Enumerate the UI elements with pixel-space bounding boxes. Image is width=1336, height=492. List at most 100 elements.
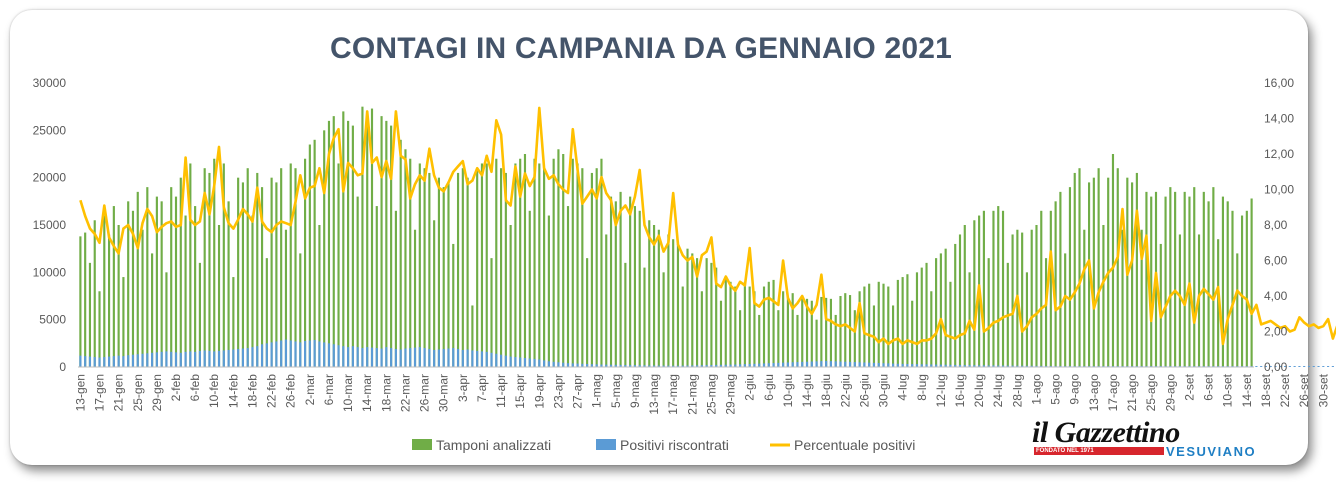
positives-bar bbox=[930, 364, 933, 367]
x-tick-label: 15-apr bbox=[513, 374, 527, 409]
tests-bar bbox=[935, 258, 938, 367]
tests-bar bbox=[911, 300, 914, 367]
positives-bar bbox=[179, 352, 182, 367]
tests-bar bbox=[390, 125, 393, 367]
x-tick-label: 22-feb bbox=[265, 374, 279, 408]
positives-bar bbox=[605, 364, 608, 367]
tests-bar bbox=[954, 243, 957, 367]
tests-bar bbox=[1217, 239, 1220, 367]
positives-bar bbox=[232, 349, 235, 367]
positives-bar bbox=[79, 355, 82, 367]
right-tick-label: 8,00 bbox=[1264, 218, 1288, 232]
positives-bar bbox=[471, 350, 474, 367]
legend-label: Percentuale positivi bbox=[794, 437, 915, 453]
positives-bar bbox=[810, 361, 813, 367]
tests-bar bbox=[198, 262, 201, 367]
positives-bar bbox=[576, 363, 579, 367]
positives-bar bbox=[442, 349, 445, 367]
positives-bar bbox=[165, 351, 168, 367]
positives-bar bbox=[987, 365, 990, 367]
positives-bar bbox=[213, 351, 216, 367]
positives-bar bbox=[514, 357, 517, 367]
tests-bar bbox=[786, 296, 789, 367]
positives-bar bbox=[772, 363, 775, 367]
x-tick-label: 2-set bbox=[1183, 373, 1197, 400]
tests-bar bbox=[963, 225, 966, 367]
tests-bar bbox=[222, 163, 225, 367]
positives-bar bbox=[629, 365, 632, 367]
positives-bar bbox=[853, 362, 856, 367]
tests-bar bbox=[638, 210, 641, 367]
positives-bar bbox=[466, 349, 469, 367]
positives-bar bbox=[404, 348, 407, 367]
tests-bar bbox=[590, 172, 593, 367]
positives-bar bbox=[1283, 366, 1287, 367]
positives-bar bbox=[1293, 366, 1296, 367]
positives-bar bbox=[260, 344, 264, 367]
positives-bar bbox=[385, 347, 388, 367]
positives-bar bbox=[877, 363, 880, 367]
positives-bar bbox=[643, 365, 646, 367]
x-tick-label: 14-mar bbox=[360, 374, 374, 412]
left-tick-label: 15000 bbox=[33, 218, 67, 232]
positives-bar bbox=[117, 355, 120, 367]
positives-bar bbox=[112, 356, 115, 367]
positives-bar bbox=[1312, 366, 1315, 367]
positives-bar bbox=[557, 362, 560, 367]
positives-bar bbox=[581, 363, 584, 367]
tests-bar bbox=[715, 267, 718, 367]
tests-bar bbox=[1116, 168, 1119, 367]
legend-label: Tamponi analizzati bbox=[436, 437, 551, 453]
x-tick-label: 17-mag bbox=[666, 374, 680, 415]
tests-bar bbox=[1059, 191, 1062, 367]
tests-bar bbox=[1078, 168, 1081, 367]
positives-bar bbox=[495, 353, 498, 367]
positives-bar bbox=[954, 364, 957, 367]
positives-bar bbox=[337, 345, 340, 367]
positives-bar bbox=[973, 365, 976, 367]
positives-bar bbox=[1006, 365, 1009, 367]
left-tick-label: 25000 bbox=[33, 123, 67, 137]
tests-bar bbox=[700, 291, 703, 367]
positives-bar bbox=[370, 347, 374, 367]
tests-bar bbox=[93, 220, 96, 367]
positives-bar bbox=[1011, 365, 1014, 367]
positives-bar bbox=[700, 365, 703, 367]
positives-bar bbox=[748, 363, 751, 367]
x-tick-label: 30-mar bbox=[437, 374, 451, 412]
tests-bar bbox=[547, 215, 550, 367]
tests-bar bbox=[796, 314, 799, 367]
tests-bar bbox=[413, 229, 417, 367]
tests-bar bbox=[323, 130, 326, 367]
x-tick-label: 14-giu bbox=[800, 374, 814, 407]
tests-bar bbox=[1183, 191, 1186, 367]
tests-bar bbox=[576, 163, 579, 367]
tests-bar bbox=[466, 177, 469, 367]
tests-bar bbox=[1178, 234, 1181, 367]
positives-bar bbox=[246, 348, 249, 367]
tests-bar bbox=[217, 225, 221, 367]
x-tick-label: 11-apr bbox=[494, 374, 508, 408]
tests-bar bbox=[619, 191, 622, 367]
positives-bar bbox=[1331, 366, 1334, 367]
positives-bar bbox=[217, 350, 221, 367]
tests-bar bbox=[810, 300, 813, 367]
tests-bar bbox=[203, 168, 206, 367]
tests-bar bbox=[361, 106, 364, 368]
tests-bar bbox=[586, 258, 589, 367]
positives-bar bbox=[844, 361, 847, 367]
tests-bar bbox=[1001, 210, 1005, 367]
tests-bar bbox=[303, 158, 307, 367]
right-tick-label: 12,00 bbox=[1264, 147, 1294, 161]
tests-bar bbox=[189, 163, 192, 367]
tests-bar bbox=[1135, 172, 1138, 367]
tests-bar bbox=[456, 172, 460, 367]
x-tick-label: 22-set bbox=[1278, 373, 1292, 407]
tests-bar bbox=[452, 243, 455, 367]
positives-bar bbox=[944, 364, 947, 367]
positives-bar bbox=[131, 354, 135, 367]
tests-bar bbox=[294, 168, 297, 367]
positives-bar bbox=[562, 362, 565, 367]
positives-bar bbox=[939, 364, 942, 367]
positives-bar bbox=[107, 356, 111, 367]
